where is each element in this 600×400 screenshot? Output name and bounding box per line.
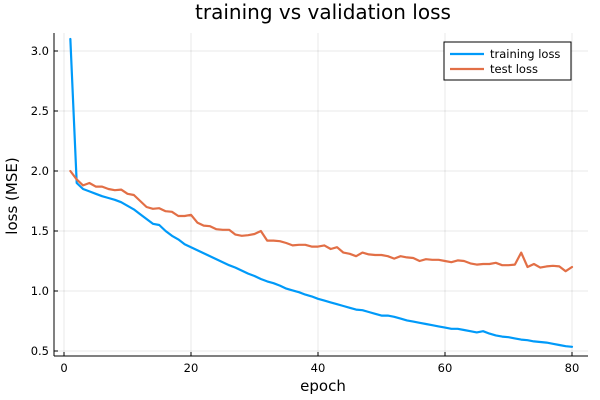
- legend-box: [443, 41, 572, 81]
- x-tick-label: 20: [184, 361, 199, 375]
- y-tick-label: 2.5: [31, 104, 49, 118]
- y-tick-label: 1.5: [31, 224, 49, 238]
- x-tick-label: 60: [438, 361, 453, 375]
- series-line-training-loss: [69, 37, 574, 348]
- y-axis-label: loss (MSE): [3, 157, 21, 234]
- series-lines: [69, 37, 574, 348]
- y-tick-label: 1.0: [31, 284, 49, 298]
- y-tick-label: 3.0: [31, 44, 49, 58]
- x-tick-label: 40: [311, 361, 326, 375]
- tick-labels: 0 20 40 60 80 0.5 1.0 1.5 2.0 2.5 3.0: [31, 44, 580, 375]
- grid-lines: [54, 33, 588, 356]
- y-tick-label: 2.0: [31, 164, 49, 178]
- x-axis-label: epoch: [300, 377, 346, 395]
- legend-label: test loss: [490, 62, 538, 76]
- x-tick-label: 80: [565, 361, 580, 375]
- y-tick-label: 0.5: [31, 344, 49, 358]
- x-tick-label: 0: [60, 361, 67, 375]
- series-line-test-loss: [69, 169, 574, 273]
- axes: [53, 33, 588, 357]
- chart-title: training vs validation loss: [195, 0, 451, 24]
- legend-label: training loss: [490, 47, 560, 61]
